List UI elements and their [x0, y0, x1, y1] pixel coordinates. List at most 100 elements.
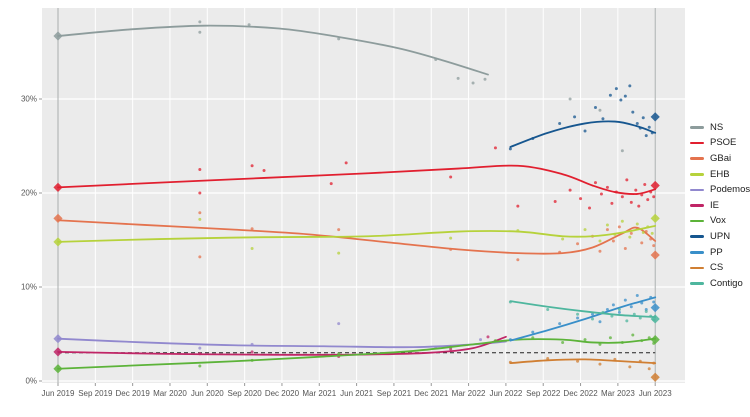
y-tick-label: 20%: [21, 189, 37, 198]
poll-point-GBai: [652, 244, 656, 248]
x-axis: Jun 2019 Sep 2019 Dec 2019 Mar 2020 Jun 2020…: [42, 383, 672, 398]
trend-line-PSOE: [57, 164, 657, 195]
poll-point-PP: [605, 308, 609, 312]
legend-swatch-EHB: [690, 172, 704, 176]
poll-point-PSOE: [629, 200, 633, 204]
x-tick-label: Dec 2020: [265, 389, 300, 398]
poll-point-EHB: [598, 239, 602, 243]
poll-point-Contigo: [546, 308, 550, 312]
poll-point-NS: [247, 23, 251, 27]
legend-swatch-IE: [690, 204, 704, 207]
legend-label: UPN: [710, 230, 731, 242]
election-result-NS: [53, 31, 63, 41]
x-tick-label: Mar 2022: [452, 389, 486, 398]
poll-point-GBai: [623, 246, 627, 250]
legend-label: GBai: [710, 152, 732, 164]
poll-point-PSOE: [262, 168, 266, 172]
poll-point-Contigo: [632, 312, 636, 316]
poll-point-Contigo: [610, 314, 614, 318]
series-PP: [508, 293, 660, 342]
poll-point-PP: [617, 310, 621, 314]
trend-line-PP: [509, 296, 657, 342]
plot-area: [42, 8, 685, 383]
legend-item-NS: NS: [690, 122, 750, 133]
poll-point-EHB: [650, 231, 654, 235]
poll-point-GBai: [198, 255, 202, 259]
series-CS: [508, 356, 660, 382]
legend-label: EHB: [710, 168, 730, 180]
poll-point-PSOE: [516, 204, 520, 208]
x-tick-label: Dec 2021: [414, 389, 449, 398]
legend-item-EHB: EHB: [690, 169, 750, 180]
poll-point-PSOE: [646, 198, 650, 202]
poll-point-UPN: [628, 84, 632, 88]
poll-point-PSOE: [643, 183, 647, 187]
poll-point-PSOE: [625, 178, 629, 182]
poll-point-PP: [652, 300, 656, 304]
trend-line-CS: [509, 358, 657, 365]
x-tick-label: Sep 2022: [526, 389, 561, 398]
poll-point-PP: [598, 320, 602, 324]
legend-label: Contigo: [710, 277, 743, 289]
poll-point-Podemos: [198, 346, 202, 350]
poll-point-PP: [558, 322, 562, 326]
poll-point-PP: [590, 312, 594, 316]
poll-point-UPN: [644, 134, 648, 138]
poll-point-Vox: [561, 340, 565, 344]
y-tick-label: 0%: [25, 377, 37, 386]
poll-point-Contigo: [625, 319, 629, 323]
poll-point-GBai: [617, 225, 621, 229]
poll-point-GBai: [198, 211, 202, 215]
legend-item-PSOE: PSOE: [690, 138, 750, 149]
election-result-PSOE: [53, 182, 63, 192]
poll-point-GBai: [337, 228, 341, 232]
poll-point-NS: [620, 149, 624, 153]
trend-line-UPN: [509, 120, 657, 148]
poll-point-CS: [647, 367, 651, 371]
poll-point-Contigo: [638, 316, 642, 320]
poll-point-Contigo: [644, 309, 648, 313]
poll-point-NS: [598, 108, 602, 112]
poll-point-EHB: [250, 246, 254, 250]
legend-label: Podemos: [710, 184, 750, 196]
poll-point-PSOE: [198, 168, 202, 171]
legend-label: CS: [710, 262, 724, 274]
poll-point-GBai: [516, 258, 520, 262]
poll-point-UPN: [608, 93, 612, 97]
poll-point-NS: [483, 77, 487, 81]
trend-line-NS: [57, 24, 489, 76]
poll-point-UPN: [635, 121, 639, 125]
trend-line-GBai: [57, 219, 657, 255]
legend-swatch-NS: [690, 126, 704, 129]
x-tick-label: Sep 2021: [377, 389, 412, 398]
legend-swatch-CS: [690, 266, 704, 270]
legend-swatch-UPN: [690, 235, 704, 238]
poll-point-UPN: [558, 121, 562, 125]
poll-point-GBai: [598, 249, 602, 253]
poll-point-NS: [471, 81, 475, 85]
poll-point-PSOE: [610, 201, 614, 205]
poll-point-EHB: [641, 230, 645, 234]
poll-point-Vox: [198, 364, 202, 368]
trend-line-EHB: [57, 225, 657, 243]
x-tick-label: Dec 2019: [116, 389, 151, 398]
trend-line-IE: [57, 335, 507, 356]
legend-item-GBai: GBai: [690, 153, 750, 164]
poll-point-UPN: [583, 129, 587, 133]
poll-point-PSOE: [198, 191, 202, 195]
legend-swatch-Vox: [690, 219, 704, 223]
poll-point-PSOE: [568, 188, 572, 192]
poll-point-PSOE: [553, 199, 557, 203]
gridlines: [42, 8, 685, 383]
x-tick-label: Sep 2020: [227, 389, 262, 398]
poll-point-PSOE: [449, 175, 453, 179]
poll-point-GBai: [640, 241, 644, 245]
election-result-Podemos: [53, 334, 63, 344]
election-result-PSOE: [650, 180, 660, 191]
poll-point-PSOE: [344, 161, 348, 165]
series-PSOE: [53, 146, 660, 210]
x-tick-label: Jun 2022: [489, 389, 522, 398]
legend-item-UPN: UPN: [690, 231, 750, 242]
x-tick-label: Jun 2021: [340, 389, 373, 398]
